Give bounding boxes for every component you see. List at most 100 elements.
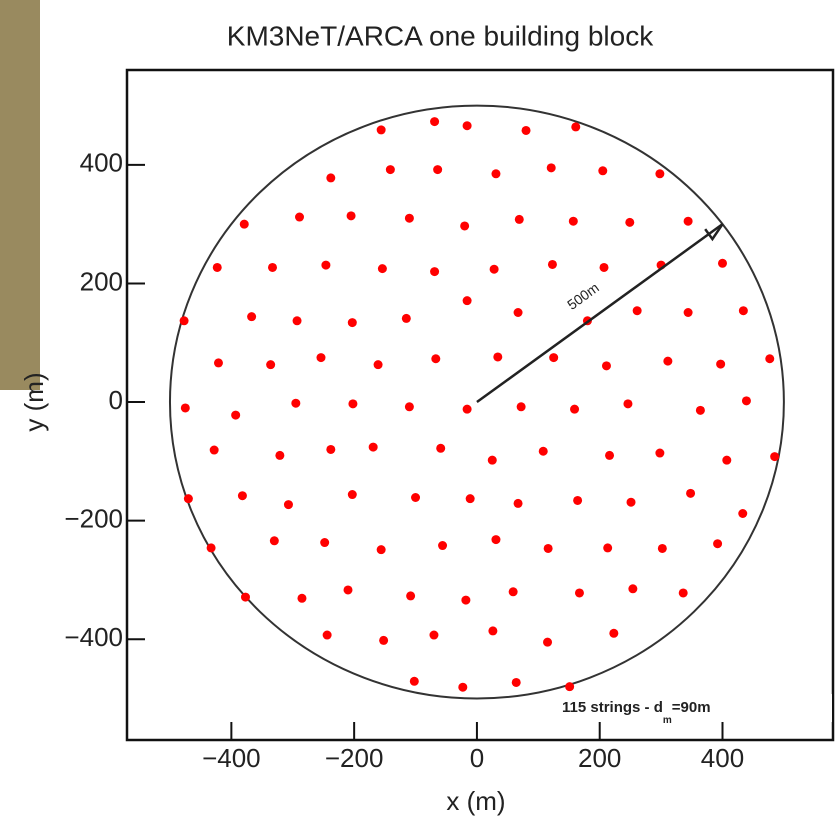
point: [600, 263, 609, 272]
point: [268, 263, 277, 272]
point: [658, 544, 667, 553]
point: [323, 631, 332, 640]
point: [377, 545, 386, 554]
point: [231, 411, 240, 420]
point: [512, 678, 521, 687]
point: [320, 538, 329, 547]
x-tick-label: 200: [578, 743, 621, 773]
point: [663, 357, 672, 366]
point: [410, 677, 419, 686]
point: [716, 360, 725, 369]
point: [605, 451, 614, 460]
plot-frame: [127, 70, 833, 740]
point: [549, 353, 558, 362]
chart-title: KM3NeT/ARCA one building block: [227, 20, 654, 51]
point: [207, 543, 216, 552]
point: [696, 406, 705, 415]
point: [270, 536, 279, 545]
point: [326, 445, 335, 454]
point: [543, 638, 552, 647]
point: [655, 449, 664, 458]
point: [430, 267, 439, 276]
point: [213, 263, 222, 272]
point: [180, 316, 189, 325]
y-tick-label: 0: [109, 385, 123, 415]
point: [770, 452, 779, 461]
point: [569, 217, 578, 226]
point: [575, 588, 584, 597]
point: [429, 631, 438, 640]
point: [316, 353, 325, 362]
y-tick-label: 400: [80, 148, 123, 178]
annotation-tail: =90m: [672, 699, 711, 716]
x-tick-label: 0: [470, 743, 484, 773]
point: [247, 312, 256, 321]
point: [266, 360, 275, 369]
x-tick-label: −400: [202, 743, 261, 773]
point: [722, 456, 731, 465]
point: [539, 447, 548, 456]
point: [295, 213, 304, 222]
point: [181, 403, 190, 412]
point: [598, 166, 607, 175]
point: [344, 585, 353, 594]
point: [548, 260, 557, 269]
point: [466, 494, 475, 503]
point: [655, 169, 664, 178]
point: [240, 220, 249, 229]
point: [738, 509, 747, 518]
point: [517, 402, 526, 411]
point: [627, 498, 636, 507]
point: [547, 163, 556, 172]
point: [347, 211, 356, 220]
point: [460, 221, 469, 230]
point: [628, 584, 637, 593]
point: [378, 264, 387, 273]
point: [493, 352, 502, 361]
point: [765, 354, 774, 363]
point: [609, 629, 618, 638]
point: [348, 318, 357, 327]
point: [713, 539, 722, 548]
point: [348, 399, 357, 408]
y-tick-label: −400: [64, 622, 123, 652]
point: [430, 117, 439, 126]
point: [431, 354, 440, 363]
point: [602, 361, 611, 370]
point: [718, 259, 727, 268]
point: [297, 594, 306, 603]
point: [623, 399, 632, 408]
point: [488, 626, 497, 635]
y-tick-label: −200: [64, 503, 123, 533]
point: [436, 444, 445, 453]
point: [210, 446, 219, 455]
point: [386, 165, 395, 174]
point: [514, 308, 523, 317]
point: [739, 306, 748, 315]
point: [633, 306, 642, 315]
point: [402, 314, 411, 323]
point: [348, 490, 357, 499]
point: [603, 543, 612, 552]
point: [679, 588, 688, 597]
point: [573, 496, 582, 505]
annotation-text: 115 strings - d: [562, 699, 663, 716]
point: [686, 489, 695, 498]
point: [491, 535, 500, 544]
point: [565, 682, 574, 691]
point: [514, 499, 523, 508]
point: [488, 456, 497, 465]
annotation-sub: m: [663, 715, 672, 726]
point: [438, 541, 447, 550]
point: [379, 636, 388, 645]
point: [326, 173, 335, 182]
point: [275, 451, 284, 460]
point: [544, 544, 553, 553]
point: [742, 396, 751, 405]
y-tick-label: 200: [80, 266, 123, 296]
point: [625, 218, 634, 227]
point: [570, 405, 579, 414]
point: [509, 587, 518, 596]
chart: KM3NeT/ARCA one building block x (m) y (…: [0, 0, 837, 827]
point: [571, 122, 580, 131]
